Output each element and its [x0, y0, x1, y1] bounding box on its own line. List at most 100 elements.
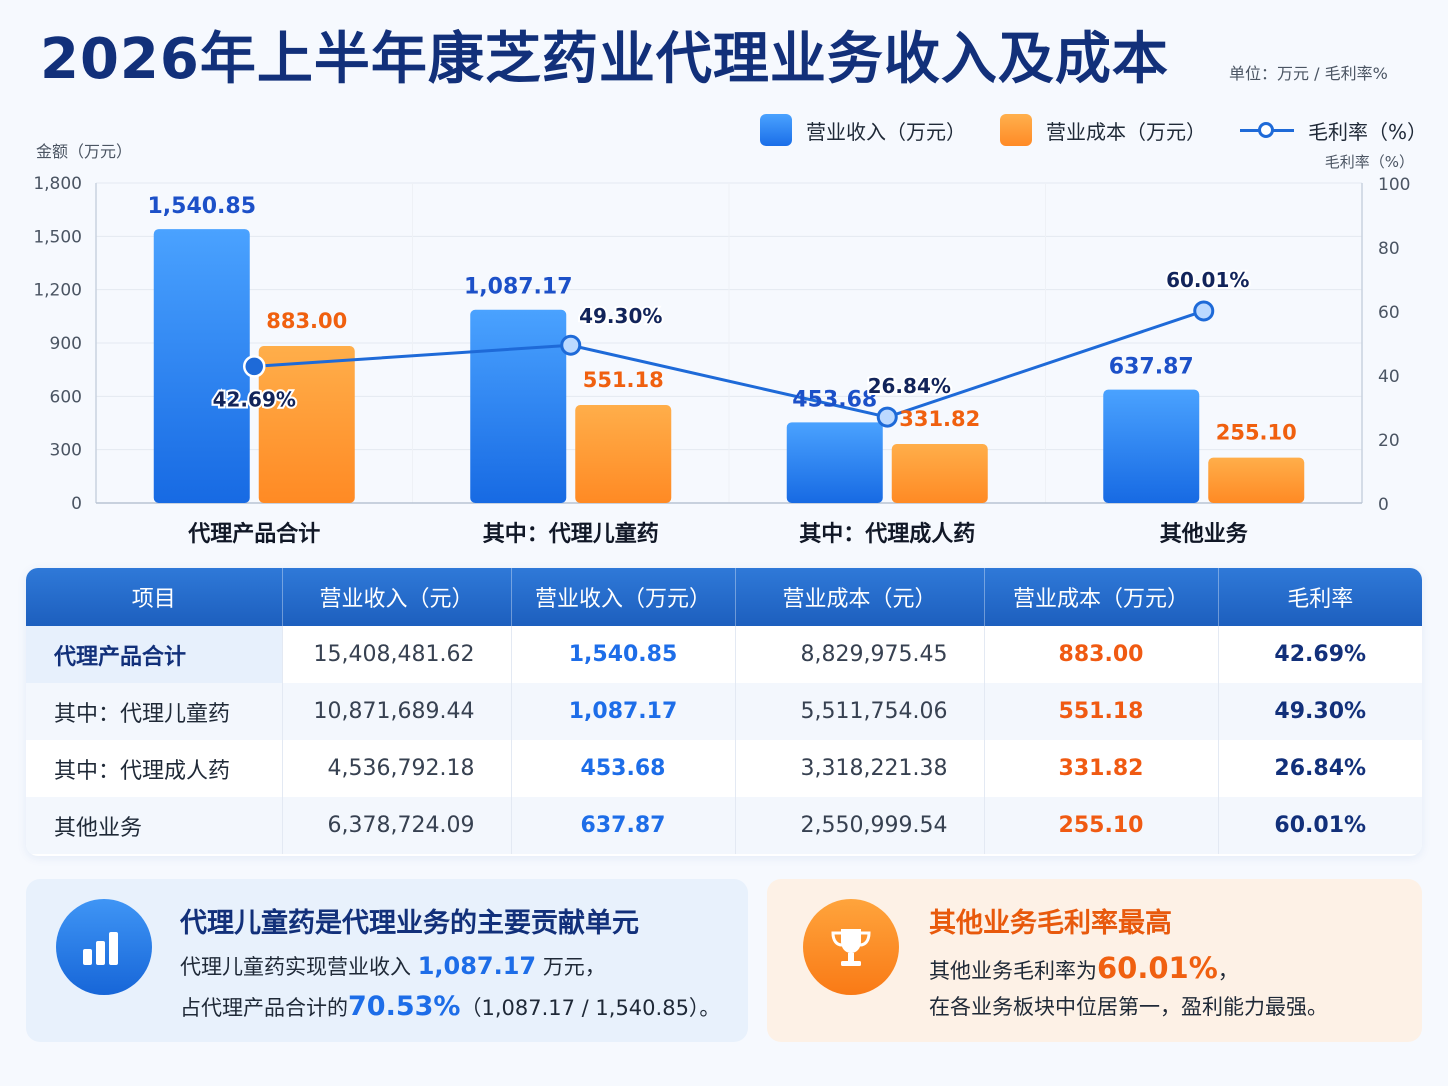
margin-line	[254, 309, 1205, 419]
table-header: 营业成本（元）	[735, 568, 985, 626]
y-right-axis-title: 毛利率（%）	[1325, 153, 1414, 171]
legend-revenue-label: 营业收入（万元）	[806, 119, 966, 144]
card-highlight-percent: 60.01%	[1097, 951, 1218, 985]
cell-cost-yuan: 3,318,221.38	[735, 740, 985, 797]
card-line-2: 占代理产品合计的70.53%（1,087.17 / 1,540.85）。	[180, 991, 720, 1022]
cost-data-label: 331.82	[899, 407, 980, 431]
cell-cost-wan: 551.18	[984, 683, 1219, 740]
card-line-1: 代理儿童药实现营业收入 1,087.17 万元，	[180, 951, 606, 981]
cost-bar	[575, 405, 672, 503]
legend-cost-swatch	[1000, 114, 1032, 146]
cell-name: 其中：代理儿童药	[26, 683, 283, 740]
cell-rev-wan: 1,540.85	[511, 626, 736, 683]
margin-data-label: 60.01%	[1166, 268, 1249, 292]
table-row: 其中：代理儿童药 10,871,689.44 1,087.17 5,511,75…	[26, 683, 1422, 740]
cost-bar	[1208, 457, 1305, 503]
cell-margin: 49.30%	[1218, 683, 1422, 740]
y-right-tick-label: 20	[1378, 431, 1400, 451]
card-text: 其他业务毛利率为	[929, 959, 1097, 983]
unit-note: 单位：万元 / 毛利率%	[1229, 64, 1388, 83]
margin-data-label: 49.30%	[579, 304, 662, 328]
x-tick-label: 其中：代理儿童药	[483, 521, 659, 547]
cost-data-label: 255.10	[1216, 421, 1297, 445]
insight-card-children-drugs: 代理儿童药是代理业务的主要贡献单元 代理儿童药实现营业收入 1,087.17 万…	[26, 879, 748, 1042]
revenue-bar	[786, 422, 883, 503]
card-text: ，	[1217, 959, 1239, 983]
table-row: 其他业务 6,378,724.09 637.87 2,550,999.54 25…	[26, 797, 1422, 854]
margin-data-label: 42.69%	[213, 387, 296, 411]
y-left-tick-label: 300	[50, 441, 82, 461]
table-row: 其中：代理成人药 4,536,792.18 453.68 3,318,221.3…	[26, 740, 1422, 797]
table-header: 项目	[26, 568, 283, 626]
cost-bar	[258, 346, 355, 503]
margin-point	[876, 406, 898, 428]
table-header: 毛利率	[1218, 568, 1422, 626]
card-line-2: 在各业务板块中位居第一，盈利能力最强。	[929, 995, 1328, 1019]
table-header: 营业收入（元）	[282, 568, 512, 626]
legend-revenue: 营业收入（万元）	[760, 114, 966, 146]
legend-revenue-swatch	[760, 114, 792, 146]
cell-margin: 60.01%	[1218, 797, 1422, 854]
y-left-tick-label: 1,200	[33, 281, 82, 301]
cost-data-label: 883.00	[266, 309, 347, 333]
y-left-axis-title: 金额（万元）	[36, 142, 132, 161]
data-table: 项目 营业收入（元） 营业收入（万元） 营业成本（元） 营业成本（万元） 毛利率…	[26, 568, 1422, 856]
y-right-tick-label: 80	[1378, 239, 1400, 259]
cell-rev-yuan: 10,871,689.44	[282, 683, 512, 740]
y-right-tick-label: 40	[1378, 367, 1400, 387]
card-title: 代理儿童药是代理业务的主要贡献单元	[180, 908, 639, 939]
legend-margin-swatch	[1240, 120, 1294, 140]
table-header-row: 项目 营业收入（元） 营业收入（万元） 营业成本（元） 营业成本（万元） 毛利率	[26, 568, 1422, 626]
cell-cost-yuan: 2,550,999.54	[735, 797, 985, 854]
revenue-bar	[1103, 389, 1200, 503]
table-header: 营业成本（万元）	[984, 568, 1219, 626]
legend-margin: 毛利率（%）	[1240, 116, 1427, 145]
cell-rev-yuan: 6,378,724.09	[282, 797, 512, 854]
cell-cost-wan: 883.00	[984, 626, 1219, 683]
cost-bar	[891, 444, 988, 503]
revenue-data-label: 1,540.85	[147, 194, 256, 219]
y-left-tick-label: 600	[50, 387, 82, 407]
revenue-bar	[470, 309, 567, 503]
cell-rev-yuan: 4,536,792.18	[282, 740, 512, 797]
card-line-1: 其他业务毛利率为60.01%，	[929, 951, 1239, 985]
cell-rev-wan: 453.68	[511, 740, 736, 797]
card-text: 代理儿童药实现营业收入	[180, 955, 411, 979]
card-text: （1,087.17 / 1,540.85）。	[460, 996, 721, 1020]
card-text: 万元，	[542, 955, 606, 979]
cell-cost-wan: 331.82	[984, 740, 1219, 797]
cell-cost-yuan: 8,829,975.45	[735, 626, 985, 683]
combo-chart: 0 300 600 900 1,200 1,500 1,800 0 20 40 60 80 100 金额（…	[33, 142, 1414, 547]
page-title: 2026年上半年康芝药业代理业务收入及成本	[40, 27, 1169, 92]
margin-data-label: 26.84%	[868, 374, 951, 398]
cell-cost-wan: 255.10	[984, 797, 1219, 854]
revenue-bar	[153, 229, 250, 503]
card-highlight-value: 1,087.17	[417, 952, 537, 980]
margin-point	[1193, 300, 1215, 322]
x-tick-label: 其中：代理成人药	[799, 522, 975, 547]
cost-data-label: 551.18	[583, 368, 664, 392]
cell-rev-wan: 1,087.17	[511, 683, 736, 740]
cell-cost-yuan: 5,511,754.06	[735, 683, 985, 740]
card-title: 其他业务毛利率最高	[929, 908, 1172, 939]
y-left-tick-label: 1,500	[33, 227, 82, 247]
y-right-tick-label: 0	[1378, 495, 1389, 515]
bar-chart-icon	[56, 899, 152, 995]
table-row: 代理产品合计 15,408,481.62 1,540.85 8,829,975.…	[26, 626, 1422, 683]
cell-rev-yuan: 15,408,481.62	[282, 626, 512, 683]
y-right-tick-label: 100	[1378, 175, 1410, 195]
legend-cost: 营业成本（万元）	[1000, 114, 1206, 146]
cell-name: 其他业务	[26, 797, 283, 854]
margin-point	[560, 334, 582, 356]
cell-name: 其中：代理成人药	[26, 740, 283, 797]
chart-legend: 营业收入（万元） 营业成本（万元） 毛利率（%）	[760, 112, 1427, 148]
card-text: 占代理产品合计的	[180, 996, 348, 1020]
cell-margin: 26.84%	[1274, 756, 1367, 781]
y-right-tick-label: 60	[1378, 303, 1400, 323]
revenue-data-label: 453.68	[792, 387, 877, 412]
cell-rev-wan: 637.87	[511, 797, 736, 854]
x-tick-label: 其他业务	[1160, 522, 1249, 547]
margin-point	[243, 355, 266, 378]
cell-margin: 42.69%	[1274, 642, 1367, 667]
revenue-data-label: 637.87	[1109, 355, 1194, 380]
